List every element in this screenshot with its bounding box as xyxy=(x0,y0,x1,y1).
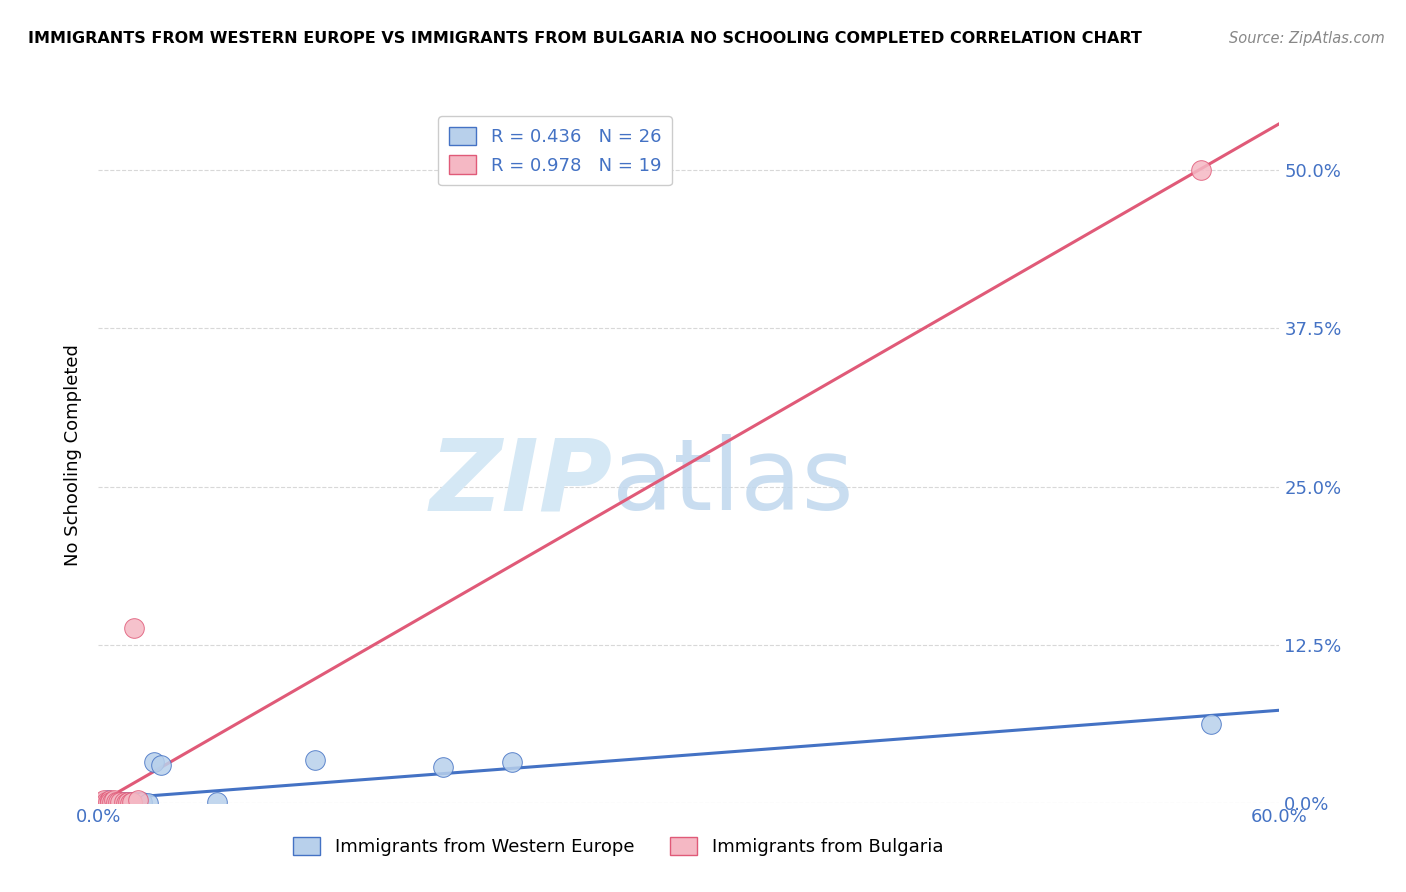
Point xyxy=(122,621,145,635)
Point xyxy=(122,795,145,809)
Point xyxy=(1199,717,1222,731)
Point xyxy=(131,795,153,809)
Point xyxy=(121,796,143,810)
Point xyxy=(107,795,129,809)
Point xyxy=(118,795,141,809)
Point xyxy=(121,795,143,809)
Point xyxy=(105,795,128,809)
Point xyxy=(98,795,121,809)
Point xyxy=(112,795,135,809)
Point xyxy=(304,753,326,767)
Point xyxy=(98,795,121,809)
Point xyxy=(112,796,135,810)
Point xyxy=(115,795,138,809)
Point xyxy=(127,795,149,809)
Text: atlas: atlas xyxy=(612,434,853,532)
Point xyxy=(117,795,139,809)
Point xyxy=(111,795,134,809)
Point xyxy=(127,793,149,807)
Legend: Immigrants from Western Europe, Immigrants from Bulgaria: Immigrants from Western Europe, Immigran… xyxy=(285,830,950,863)
Point xyxy=(107,795,129,809)
Text: Source: ZipAtlas.com: Source: ZipAtlas.com xyxy=(1229,31,1385,46)
Text: IMMIGRANTS FROM WESTERN EUROPE VS IMMIGRANTS FROM BULGARIA NO SCHOOLING COMPLETE: IMMIGRANTS FROM WESTERN EUROPE VS IMMIGR… xyxy=(28,31,1142,46)
Point xyxy=(118,796,141,810)
Point xyxy=(91,795,114,809)
Point xyxy=(125,796,148,810)
Point xyxy=(101,795,124,809)
Point xyxy=(97,795,120,809)
Point xyxy=(108,795,131,809)
Point xyxy=(108,796,131,810)
Point xyxy=(115,796,138,810)
Point xyxy=(103,793,125,807)
Point xyxy=(117,796,139,810)
Point xyxy=(101,795,124,809)
Point xyxy=(93,795,115,809)
Point xyxy=(98,793,121,807)
Point xyxy=(105,795,128,809)
Point xyxy=(205,795,228,809)
Point xyxy=(136,796,159,810)
Point xyxy=(432,760,454,774)
Text: ZIP: ZIP xyxy=(429,434,612,532)
Point xyxy=(97,793,120,807)
Point xyxy=(1189,163,1212,178)
Point xyxy=(103,796,125,810)
Point xyxy=(142,756,165,770)
Y-axis label: No Schooling Completed: No Schooling Completed xyxy=(65,344,83,566)
Point xyxy=(150,757,173,772)
Point xyxy=(93,793,115,807)
Point xyxy=(501,756,523,770)
Point xyxy=(96,795,118,809)
